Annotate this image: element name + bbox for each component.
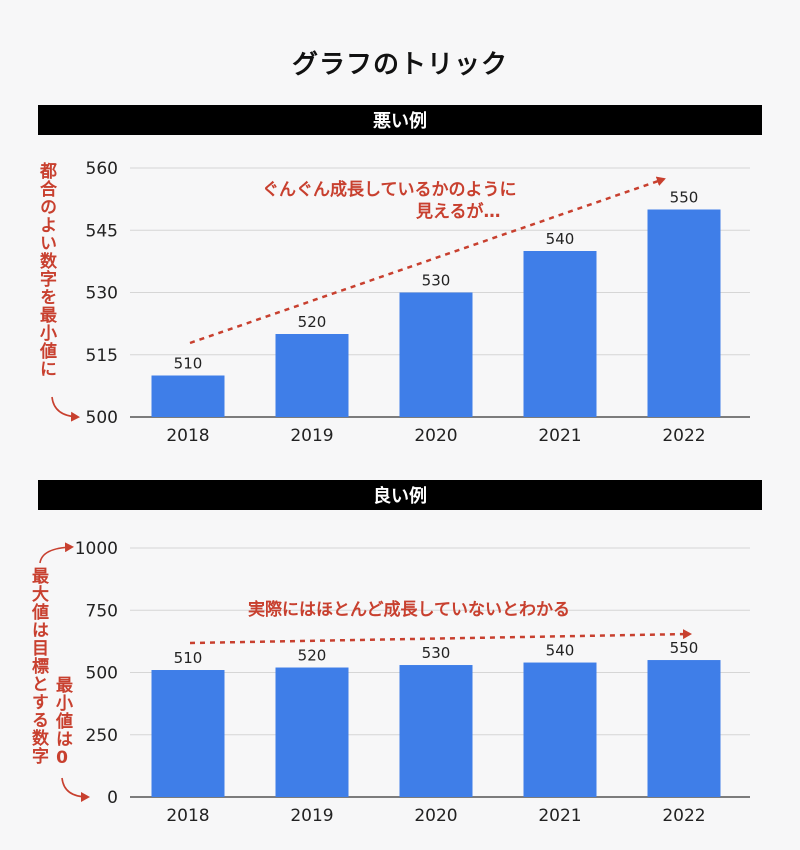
max-pointer-arrow-good	[39, 542, 74, 564]
y-tick-label: 1000	[75, 539, 118, 559]
y-tick-label: 250	[86, 726, 118, 746]
bar	[523, 251, 597, 417]
data-label: 550	[670, 639, 699, 657]
data-label: 550	[670, 189, 699, 207]
data-label: 530	[422, 644, 451, 662]
data-label: 520	[298, 647, 327, 665]
y-tick-label: 500	[86, 408, 118, 428]
data-label: 510	[174, 355, 203, 373]
trend-annotation-bad-2: 見えるが…	[416, 202, 501, 222]
trend-arrow-bad	[189, 176, 666, 345]
bar	[523, 662, 597, 797]
category-label: 2021	[538, 806, 581, 826]
y-tick-label: 560	[86, 159, 118, 179]
bar	[647, 660, 721, 797]
good-example-heading: 良い例	[38, 480, 762, 510]
category-label: 2019	[290, 806, 333, 826]
bar	[275, 667, 349, 797]
y-tick-label: 0	[107, 788, 118, 808]
min-pointer-arrow-bad	[51, 396, 80, 422]
category-label: 2018	[166, 426, 209, 446]
trend-annotation-good: 実際にはほとんど成長していないとわかる	[248, 600, 570, 620]
category-label: 2020	[414, 806, 457, 826]
bar	[399, 292, 473, 417]
trend-arrow-good	[189, 629, 692, 645]
min-pointer-arrow-good	[61, 777, 90, 802]
max-note-good: 最大値は目標とする数字	[28, 567, 48, 765]
bar	[399, 665, 473, 797]
axis-note-bad: 都合のよい数字を最小値に	[36, 162, 56, 378]
data-label: 510	[174, 649, 203, 667]
category-label: 2022	[662, 806, 705, 826]
data-label: 520	[298, 313, 327, 331]
category-label: 2021	[538, 426, 581, 446]
y-tick-label: 545	[86, 221, 118, 241]
data-label: 540	[546, 642, 575, 660]
data-label: 530	[422, 272, 451, 290]
page-title: グラフのトリック	[291, 50, 508, 80]
trend-annotation-bad: ぐんぐん成長しているかのように	[262, 180, 517, 200]
data-label: 540	[546, 230, 575, 248]
y-tick-label: 515	[86, 346, 118, 366]
y-tick-label: 530	[86, 284, 118, 304]
y-tick-label: 500	[86, 664, 118, 684]
category-label: 2018	[166, 806, 209, 826]
bar	[647, 209, 721, 417]
bar	[151, 670, 225, 797]
category-label: 2020	[414, 426, 457, 446]
y-tick-label: 750	[86, 601, 118, 621]
bar	[275, 334, 349, 417]
bad-example-heading: 悪い例	[38, 105, 762, 135]
category-label: 2022	[662, 426, 705, 446]
category-label: 2019	[290, 426, 333, 446]
min-note-good: 最小値は0	[52, 676, 72, 769]
bar	[151, 375, 225, 417]
